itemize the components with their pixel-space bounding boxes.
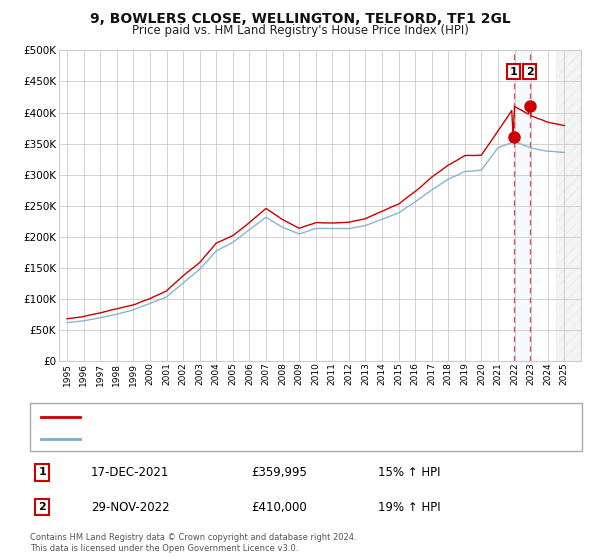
Text: 9, BOWLERS CLOSE, WELLINGTON, TELFORD, TF1 2GL: 9, BOWLERS CLOSE, WELLINGTON, TELFORD, T…	[89, 12, 511, 26]
Text: 2: 2	[38, 502, 46, 512]
FancyBboxPatch shape	[30, 403, 582, 451]
Text: 9, BOWLERS CLOSE, WELLINGTON, TELFORD, TF1 2GL (detached house): 9, BOWLERS CLOSE, WELLINGTON, TELFORD, T…	[88, 412, 464, 422]
Text: £410,000: £410,000	[251, 501, 307, 514]
Text: 29-NOV-2022: 29-NOV-2022	[91, 501, 169, 514]
Text: 1: 1	[38, 468, 46, 478]
Text: HPI: Average price, detached house, Telford and Wrekin: HPI: Average price, detached house, Telf…	[88, 434, 378, 444]
Bar	[514, 50, 530, 361]
Text: Price paid vs. HM Land Registry's House Price Index (HPI): Price paid vs. HM Land Registry's House …	[131, 24, 469, 36]
Bar	[556, 50, 581, 361]
Text: £359,995: £359,995	[251, 466, 307, 479]
Text: 15% ↑ HPI: 15% ↑ HPI	[378, 466, 440, 479]
Bar	[556, 50, 581, 361]
Text: 1: 1	[510, 67, 518, 77]
Text: 2: 2	[526, 67, 533, 77]
Text: 19% ↑ HPI: 19% ↑ HPI	[378, 501, 440, 514]
Text: Contains HM Land Registry data © Crown copyright and database right 2024.
This d: Contains HM Land Registry data © Crown c…	[30, 533, 356, 553]
Text: 17-DEC-2021: 17-DEC-2021	[91, 466, 169, 479]
